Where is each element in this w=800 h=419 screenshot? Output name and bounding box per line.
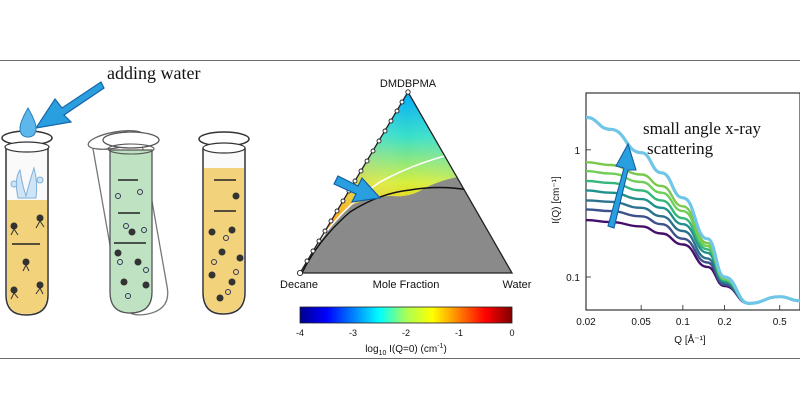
colorbar-label-rest: I(Q=0) (cm xyxy=(386,344,437,355)
left-panel: adding water xyxy=(1,63,250,316)
test-tube-1 xyxy=(1,106,53,316)
colorbar-label: log10 I(Q=0) (cm-1) xyxy=(365,343,447,357)
colorbar-tick: -2 xyxy=(402,328,410,338)
mole-fraction-label: Mole Fraction xyxy=(373,279,440,291)
x-tick-label: 0.02 xyxy=(576,317,596,328)
x-tick-label: 0.2 xyxy=(718,317,732,328)
y-axis-label: I(Q) [cm⁻¹] xyxy=(551,176,562,224)
apex-left-label: Decane xyxy=(280,279,318,291)
ternary-diagram: DMDBPMA Decane Water Mole Fraction -4 -3… xyxy=(280,78,532,357)
colorbar-tick: -3 xyxy=(349,328,357,338)
x-tick-label: 0.5 xyxy=(773,317,787,328)
dilution-arrow xyxy=(333,175,382,203)
adding-water-arrow xyxy=(34,81,105,129)
apex-top-label: DMDBPMA xyxy=(380,78,437,90)
x-axis-label: Q [Å⁻¹] xyxy=(674,333,706,346)
colorbar-tick: 0 xyxy=(509,328,514,338)
test-tube-2 xyxy=(87,130,169,316)
two-phase-region xyxy=(300,175,512,273)
saxs-annotation-line2: scattering xyxy=(647,139,714,158)
colorbar-label-main: log xyxy=(365,344,378,355)
colorbar-label-sup: -1 xyxy=(437,343,443,350)
x-tick-label: 0.05 xyxy=(631,317,651,328)
series-line-curve-8 xyxy=(586,115,800,306)
bottom-rule xyxy=(0,358,800,359)
colorbar-label-end: ) xyxy=(443,344,446,355)
adding-water-label: adding water xyxy=(107,63,200,83)
colorbar-tick: -1 xyxy=(455,328,463,338)
saxs-annotation-line1: small angle x-ray xyxy=(643,119,762,138)
y-tick-label: 1 xyxy=(574,146,580,157)
y-tick-label: 0.1 xyxy=(566,273,580,284)
colorbar-label-sub: 10 xyxy=(379,350,387,357)
colorbar-tick: -4 xyxy=(296,328,304,338)
apex-right-label: Water xyxy=(503,279,532,291)
plot-frame xyxy=(585,92,800,311)
saxs-chart: 0.02 0.05 0.1 0.2 0.50.11 small angle x-ray … xyxy=(551,92,800,346)
x-tick-label: 0.1 xyxy=(676,317,690,328)
test-tube-3 xyxy=(198,131,250,315)
intensity-arrow xyxy=(607,142,637,229)
colorbar: -4 -3 -2 -1 0 log10 I(Q=0) (cm-1) xyxy=(296,306,515,357)
top-rule xyxy=(0,60,800,61)
